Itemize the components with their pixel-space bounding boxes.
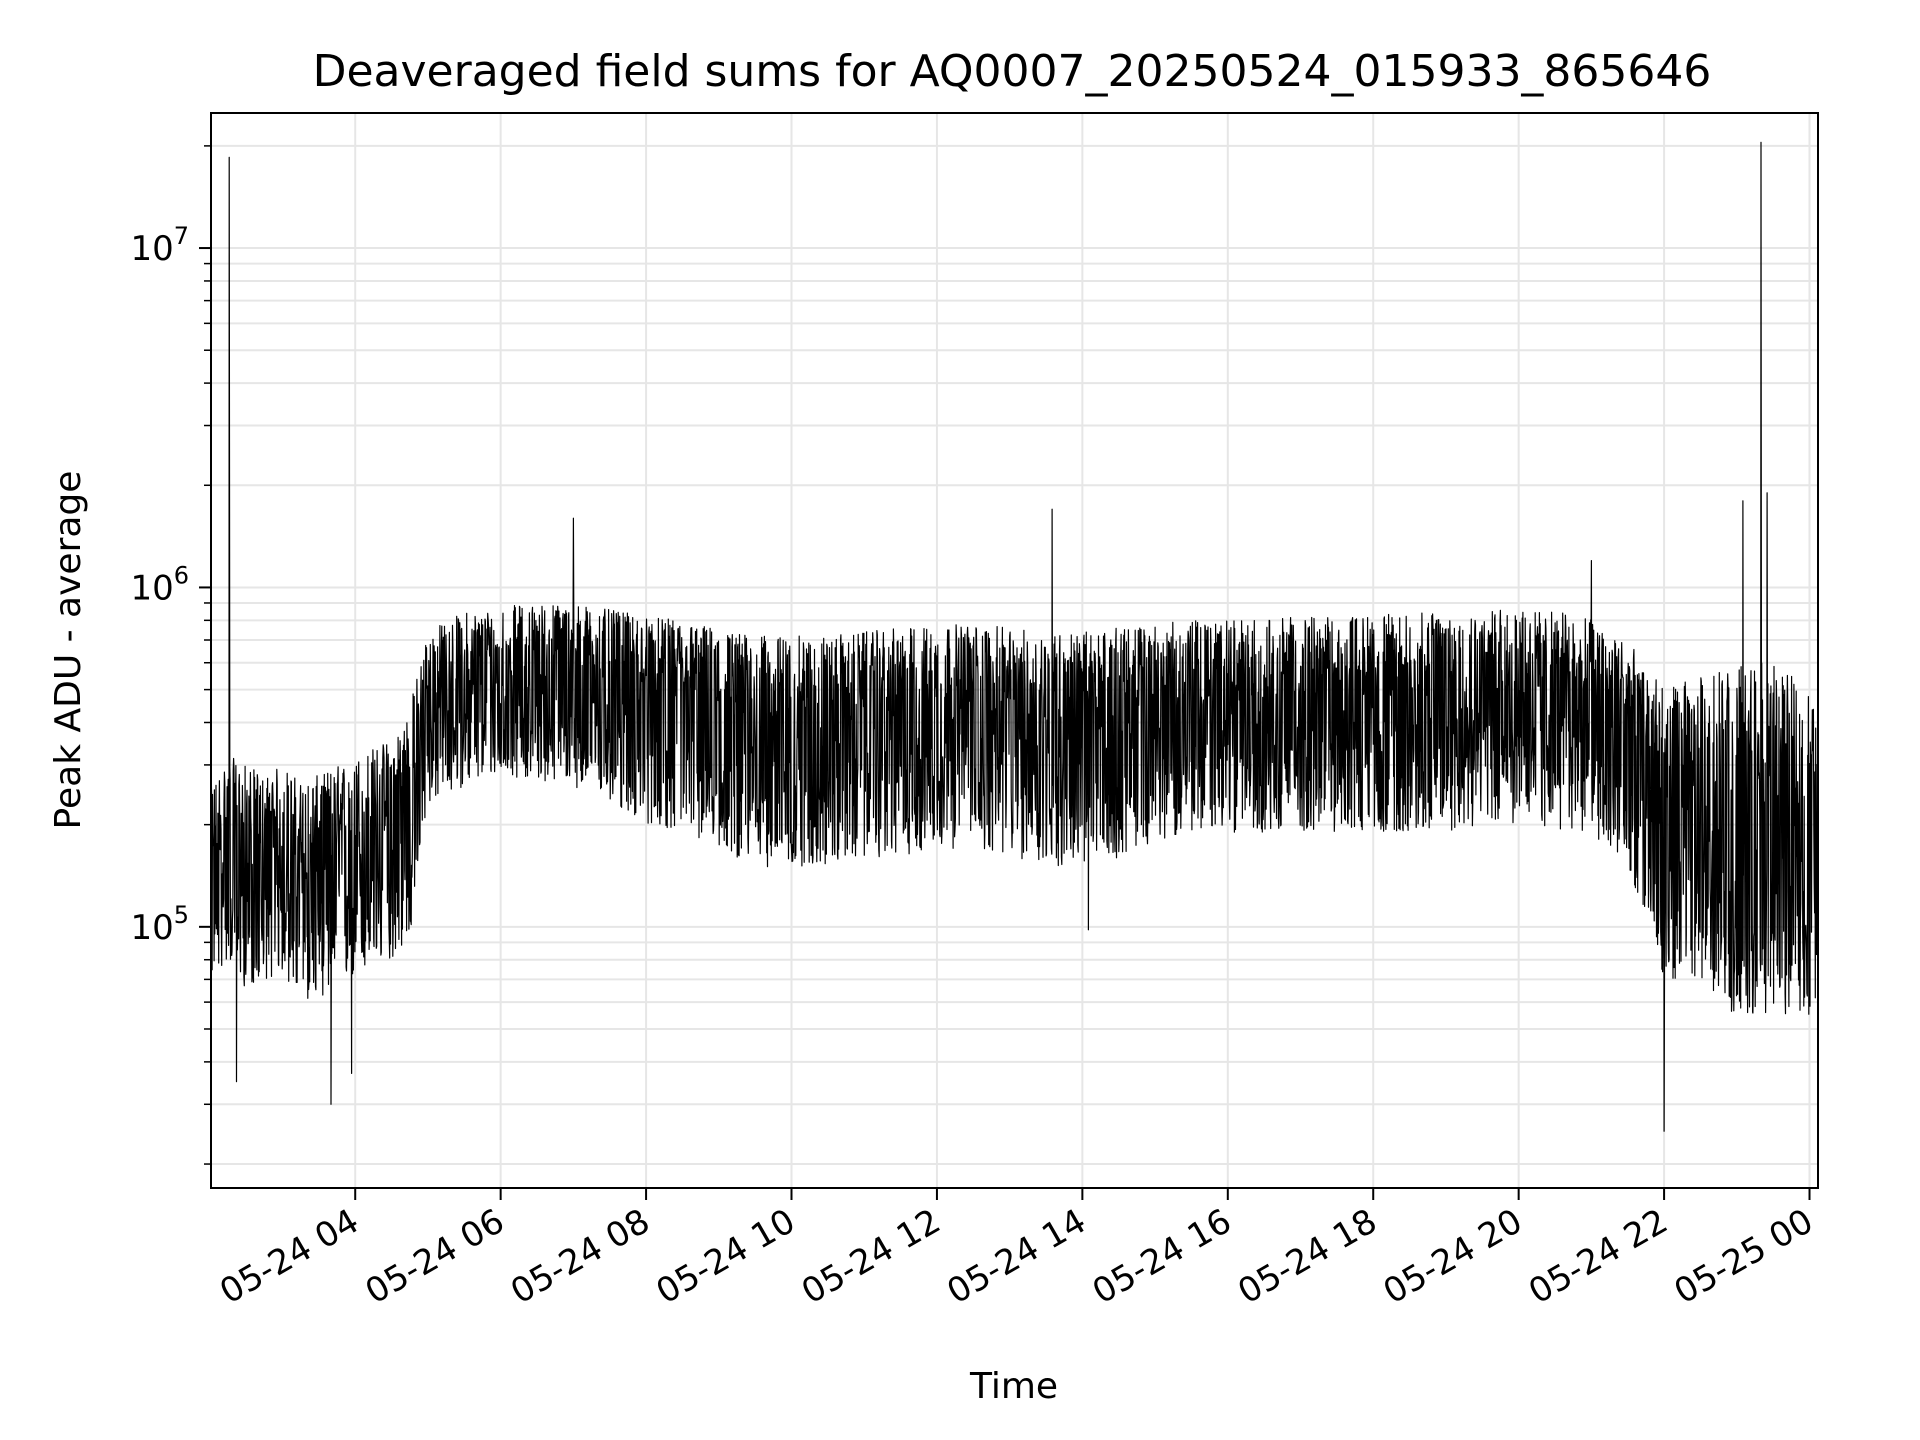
plot-frame xyxy=(210,112,1819,1189)
series-line xyxy=(210,141,1819,1132)
x-axis-label: Time xyxy=(969,1366,1058,1407)
x-tick-label: 05-24 18 xyxy=(1231,1201,1383,1312)
x-tick-label: 05-24 16 xyxy=(1086,1201,1238,1312)
x-tick-label: 05-24 08 xyxy=(504,1201,656,1312)
x-tick-label: 05-24 06 xyxy=(359,1201,511,1312)
chart-title: Deaveraged field sums for AQ0007_2025052… xyxy=(313,46,1712,97)
y-tick-label: 105 xyxy=(130,901,189,948)
x-tick-label: 05-24 04 xyxy=(213,1201,365,1312)
x-tick-label: 05-24 22 xyxy=(1522,1201,1674,1312)
y-axis-ticks: 105 106 107 xyxy=(130,145,211,1165)
y-tick-label: 106 xyxy=(130,561,189,608)
x-tick-label: 05-24 14 xyxy=(940,1201,1092,1312)
series-trace xyxy=(210,141,1819,1132)
x-tick-label: 05-24 20 xyxy=(1377,1201,1529,1312)
y-axis-label: Peak ADU - average xyxy=(48,471,89,830)
x-tick-label: 05-24 12 xyxy=(795,1201,947,1312)
y-tick-label: 107 xyxy=(130,222,189,269)
x-tick-label: 05-24 10 xyxy=(650,1201,802,1312)
x-tick-label: 05-25 00 xyxy=(1668,1201,1820,1312)
